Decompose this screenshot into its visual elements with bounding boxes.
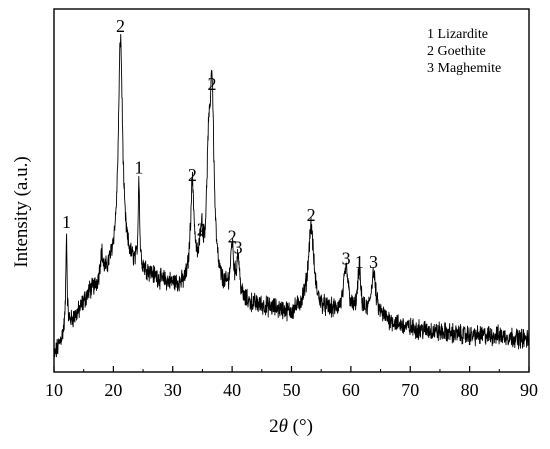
x-tick-label: 30: [164, 380, 182, 400]
x-tick-label: 50: [283, 380, 301, 400]
x-tick-label: 20: [104, 380, 122, 400]
peak-label: 2: [188, 165, 197, 185]
x-tick-label: 80: [461, 380, 479, 400]
peak-label: 3: [234, 237, 243, 257]
x-tick-label: 70: [401, 380, 419, 400]
peak-label: 1: [134, 158, 143, 178]
legend-entry-goethite: 2 Goethite: [427, 44, 486, 59]
x-axis-title-var: 2: [269, 416, 279, 437]
legend: 1 Lizardite 2 Goethite 3 Maghemite: [427, 27, 501, 76]
peak-label: 1: [355, 252, 364, 272]
peak-label: 2: [207, 74, 216, 94]
x-tick-label: 40: [223, 380, 241, 400]
x-axis-title-unit: (°): [288, 416, 313, 437]
peak-label: 3: [342, 248, 351, 268]
legend-entry-maghemite: 3 Maghemite: [427, 61, 501, 76]
x-tick-label: 90: [520, 380, 538, 400]
x-axis-title: 2θ (°): [269, 416, 313, 437]
legend-entry-lizardite: 1 Lizardite: [427, 27, 488, 42]
x-tick-label: 60: [342, 380, 360, 400]
peak-label: 2: [228, 227, 237, 247]
x-axis: 10 20 30 40 50 60 70 80 90: [45, 366, 538, 400]
peak-label: 1: [62, 212, 71, 232]
peak-label: 2: [197, 219, 206, 239]
xrd-pattern-line: [53, 33, 530, 358]
peak-label: 3: [369, 252, 378, 272]
y-axis-title: Intensity (a.u.): [11, 156, 32, 267]
peak-label: 2: [307, 205, 316, 225]
peak-label: 2: [116, 16, 125, 36]
x-tick-label: 10: [45, 380, 63, 400]
x-axis-title-theta: θ: [279, 416, 288, 437]
